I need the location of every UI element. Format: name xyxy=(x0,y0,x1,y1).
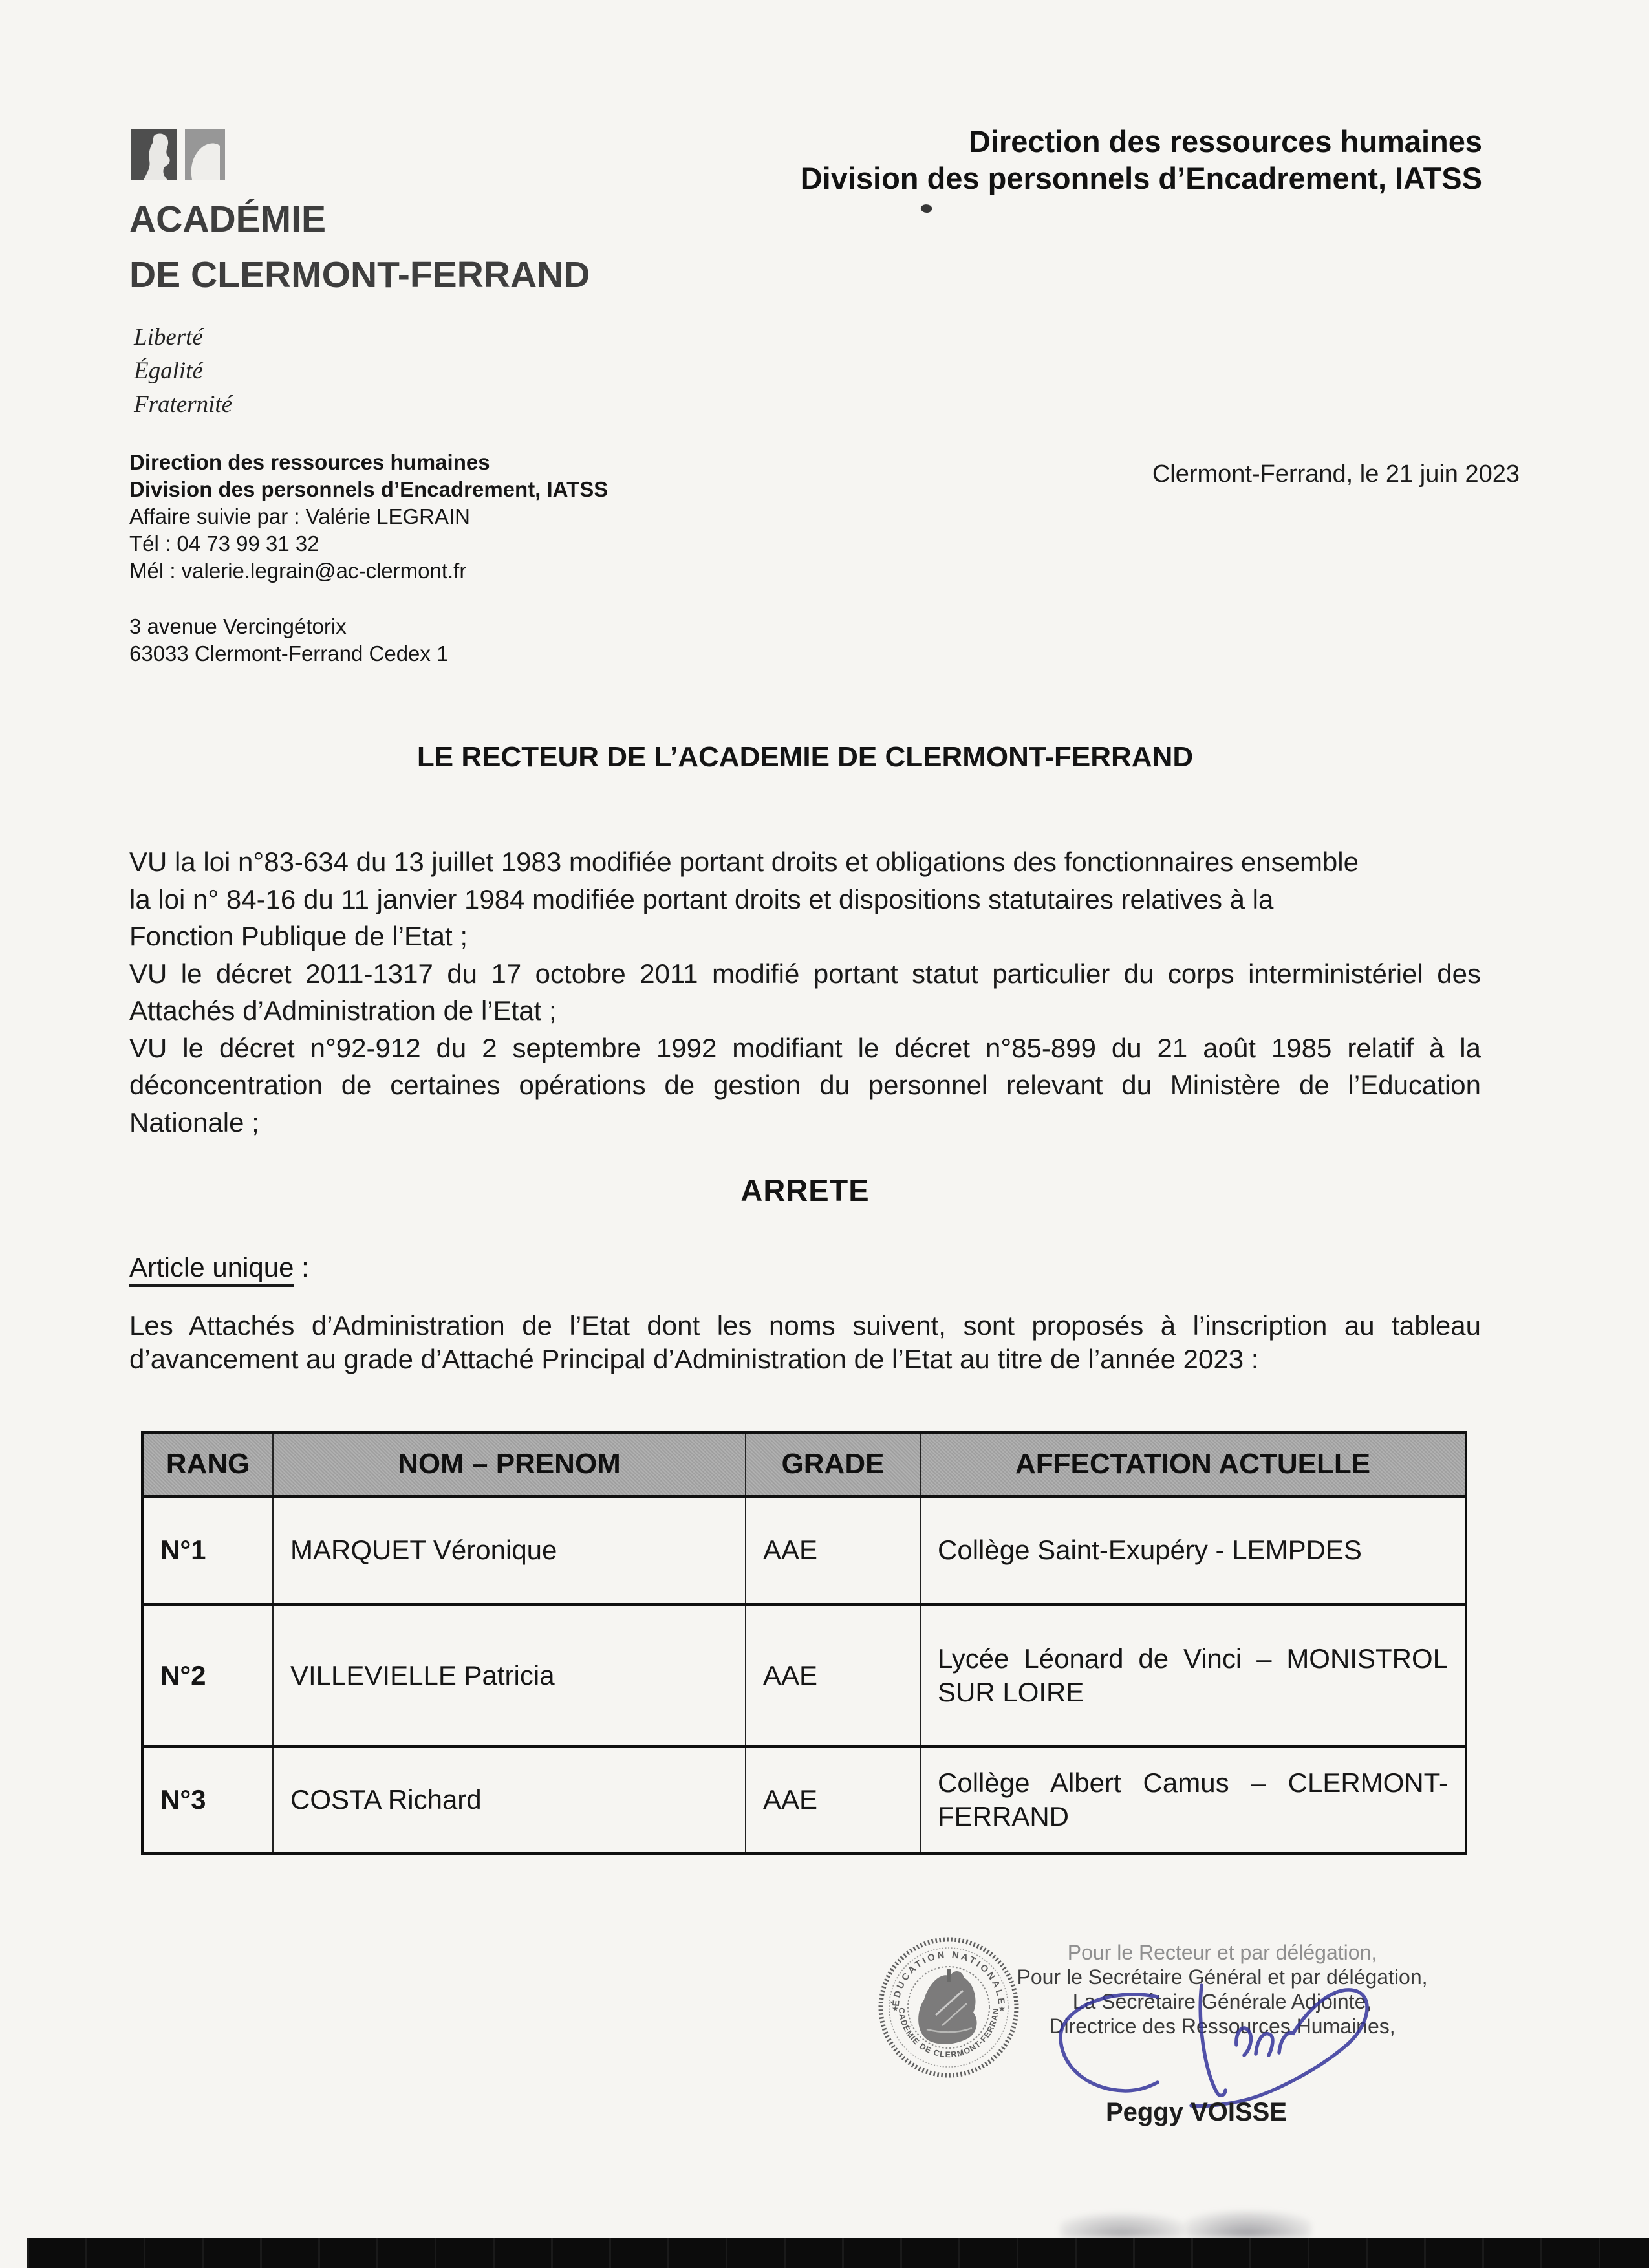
letterhead-department: Direction des ressources humaines Divisi… xyxy=(801,123,1482,197)
cell-grade: AAE xyxy=(745,1745,921,1855)
cell-affectation: Lycée Léonard de Vinci – MONISTROL SUR L… xyxy=(920,1603,1467,1748)
article-colon: : xyxy=(294,1252,309,1282)
cell-rang: N°3 xyxy=(142,1745,274,1855)
affectation-line: SUR LOIRE xyxy=(938,1676,1084,1707)
cell-grade: AAE xyxy=(745,1603,921,1748)
ink-smudge-mark xyxy=(920,203,933,214)
cell-nom: MARQUET Véronique xyxy=(272,1495,746,1606)
cell-nom: COSTA Richard xyxy=(272,1745,746,1855)
letterhead-dept-line2: Division des personnels d’Encadrement, I… xyxy=(800,161,1482,195)
sender-handler: Affaire suivie par : Valérie LEGRAIN xyxy=(129,504,471,528)
col-header-grade: GRADE xyxy=(745,1431,921,1498)
signature-caption-line: Pour le Secrétaire Général et par déléga… xyxy=(1017,1965,1428,1989)
motto-liberte: Liberté xyxy=(134,324,203,351)
scan-smudge xyxy=(1185,2212,1311,2238)
arrete-heading: ARRETE xyxy=(740,1173,870,1207)
col-header-rang: RANG xyxy=(142,1431,274,1498)
cell-rang: N°2 xyxy=(142,1603,274,1748)
academy-name-line2: DE CLERMONT-FERRAND xyxy=(129,254,590,296)
letterhead-dept-line1: Direction des ressources humaines xyxy=(968,124,1482,158)
seal-marianne-figure xyxy=(918,1969,977,2044)
cell-affectation: Collège Albert Camus – CLERMONT- FERRAND xyxy=(920,1745,1467,1855)
academy-name-line1: ACADÉMIE xyxy=(129,199,327,240)
sender-address-line1: 3 avenue Vercingétorix xyxy=(129,614,347,638)
motto-egalite: Égalité xyxy=(134,358,203,384)
republic-motto: Liberté Égalité Fraternité xyxy=(134,321,232,422)
sender-email: Mél : valerie.legrain@ac-clermont.fr xyxy=(129,559,467,583)
table-header-row: RANG NOM – PRENOM GRADE AFFECTATION ACTU… xyxy=(142,1431,1467,1498)
article-heading: Article unique : xyxy=(129,1252,309,1287)
promotion-table: RANG NOM – PRENOM GRADE AFFECTATION ACTU… xyxy=(141,1431,1467,1855)
table-row: N°3 COSTA Richard AAE Collège Albert Cam… xyxy=(142,1745,1467,1855)
document-title: LE RECTEUR DE L’ACADEMIE DE CLERMONT-FER… xyxy=(416,741,1194,773)
sender-address-line2: 63033 Clermont-Ferrand Cedex 1 xyxy=(129,642,449,665)
recital-line: Nationale ; xyxy=(129,1107,259,1138)
cell-affectation: Collège Saint-Exupéry - LEMPDES xyxy=(920,1495,1467,1606)
sender-address-block: 3 avenue Vercingétorix 63033 Clermont-Fe… xyxy=(129,613,448,667)
seal-star-right-icon: ★ xyxy=(998,2004,1006,2013)
signature-caption-line: Directrice des Ressources Humaines, xyxy=(1049,2014,1396,2038)
cell-nom: VILLEVIELLE Patricia xyxy=(272,1603,746,1748)
recitals-block: VU la loi n°83-634 du 13 juillet 1983 mo… xyxy=(129,843,1481,1141)
recital-line: Attachés d’Administration de l’Etat ; xyxy=(129,995,557,1026)
marianne-logo-icon xyxy=(131,129,225,180)
paragraph-line: d’avancement au grade d’Attaché Principa… xyxy=(129,1344,1259,1374)
motto-fraternite: Fraternité xyxy=(134,391,233,418)
scanner-edge-bar xyxy=(27,2238,1649,2268)
cell-grade: AAE xyxy=(745,1495,921,1606)
article-label: Article unique xyxy=(129,1252,294,1287)
recital-line: VU le décret 2011-1317 du 17 octobre 201… xyxy=(129,958,1481,989)
signatory-name: Peggy VOISSE xyxy=(1105,2098,1288,2126)
recital-line: Fonction Publique de l’Etat ; xyxy=(129,921,468,951)
table-row: N°2 VILLEVIELLE Patricia AAE Lycée Léona… xyxy=(142,1603,1467,1748)
table-row: N°1 MARQUET Véronique AAE Collège Saint-… xyxy=(142,1495,1467,1606)
sender-phone: Tél : 04 73 99 31 32 xyxy=(129,532,319,556)
signature-caption-line: Pour le Recteur et par délégation, xyxy=(1067,1941,1377,1964)
cell-rang: N°1 xyxy=(142,1495,274,1606)
affectation-line: Collège Albert Camus – CLERMONT- xyxy=(938,1767,1448,1798)
sender-dept-line2: Division des personnels d’Encadrement, I… xyxy=(129,477,609,501)
sender-contact-block: Direction des ressources humaines Divisi… xyxy=(129,449,608,585)
paragraph-line: Les Attachés d’Administration de l’Etat … xyxy=(129,1310,1481,1341)
official-seal-stamp: ÉDUCATION NATIONALE ACADÉMIE DE CLERMONT… xyxy=(878,1937,1019,2078)
sender-dept-line1: Direction des ressources humaines xyxy=(129,450,490,474)
affectation-line: Collège Saint-Exupéry - LEMPDES xyxy=(938,1535,1362,1565)
affectation-line: FERRAND xyxy=(938,1801,1070,1831)
date-line: Clermont-Ferrand, le 21 juin 2023 xyxy=(1152,460,1520,488)
seal-star-left-icon: ★ xyxy=(892,2004,899,2013)
col-header-affectation: AFFECTATION ACTUELLE xyxy=(920,1431,1467,1498)
recital-line: VU la loi n°83-634 du 13 juillet 1983 mo… xyxy=(129,847,1359,877)
handwritten-signature xyxy=(1059,1983,1369,2108)
recital-line: déconcentration de certaines opérations … xyxy=(129,1070,1481,1100)
col-header-nom-prenom: NOM – PRENOM xyxy=(272,1431,746,1498)
promotion-table-wrap: RANG NOM – PRENOM GRADE AFFECTATION ACTU… xyxy=(141,1431,1467,1855)
article-paragraph: Les Attachés d’Administration de l’Etat … xyxy=(129,1309,1481,1376)
recital-line: VU le décret n°92-912 du 2 septembre 199… xyxy=(129,1032,1481,1063)
scan-smudge xyxy=(1061,2214,1183,2238)
recital-line: la loi n° 84-16 du 11 janvier 1984 modif… xyxy=(129,883,1274,914)
affectation-line: Lycée Léonard de Vinci – MONISTROL xyxy=(938,1643,1448,1674)
